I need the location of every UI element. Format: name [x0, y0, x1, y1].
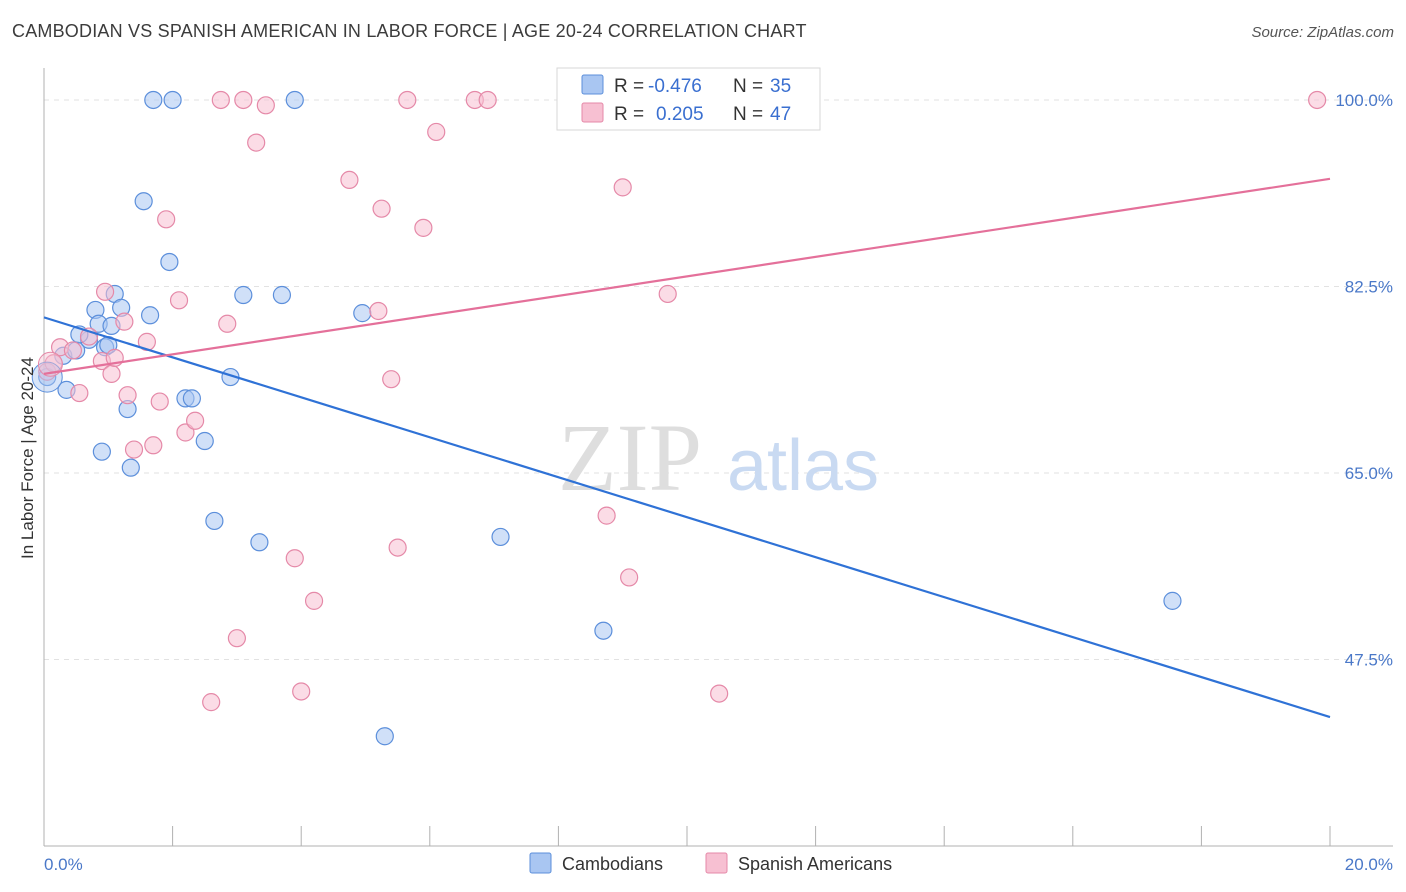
point-spanish-americans-21 [218, 314, 237, 333]
point-cambodians-32 [1163, 591, 1182, 610]
source-label: Source: ZipAtlas.com [1251, 24, 1394, 41]
point-spanish-americans-15 [157, 210, 176, 229]
point-spanish-americans-39 [597, 506, 616, 525]
point-spanish-americans-20 [211, 90, 230, 110]
point-cambodians-21 [195, 431, 214, 451]
point-spanish-americans-40 [613, 178, 632, 197]
trend-line-cambodians [43, 316, 1331, 719]
x-tick-label-0: 0.0% [44, 855, 83, 874]
watermark: ZIP atlas [558, 404, 879, 511]
legend-n-value-2: 47 [770, 104, 791, 125]
legend-r-label-1: R = [614, 76, 644, 97]
point-cambodians-25 [250, 533, 269, 552]
point-spanish-americans-23 [234, 90, 253, 110]
watermark-zip: ZIP [558, 404, 702, 511]
point-spanish-americans-45 [1308, 90, 1327, 110]
point-cambodians-22 [205, 511, 224, 531]
bottom-legend-label-cambodians: Cambodians [562, 854, 663, 874]
point-spanish-americans-14 [150, 392, 169, 411]
chart-title: CAMBODIAN VS SPANISH AMERICAN IN LABOR F… [12, 21, 807, 41]
point-cambodians-15 [140, 306, 160, 325]
point-spanish-americans-36 [427, 122, 446, 142]
point-cambodians-29 [491, 527, 510, 547]
point-spanish-americans-27 [292, 682, 311, 701]
point-spanish-americans-41 [620, 568, 639, 587]
legend-n-label-1: N = [733, 76, 763, 97]
y-tick-label-0: 100.0% [1335, 91, 1393, 110]
point-cambodians-20 [182, 389, 201, 408]
trend-layer [43, 177, 1331, 719]
watermark-atlas: atlas [727, 426, 879, 506]
point-spanish-americans-16 [169, 291, 189, 310]
point-spanish-americans-30 [369, 301, 388, 321]
point-spanish-americans-22 [227, 629, 246, 648]
point-cambodians-28 [353, 304, 372, 323]
point-spanish-americans-28 [304, 591, 324, 610]
point-spanish-americans-44 [710, 684, 729, 703]
point-spanish-americans-38 [478, 90, 497, 110]
point-cambodians-17 [163, 90, 182, 110]
point-spanish-americans-19 [202, 693, 221, 712]
legend-r-value-2: 0.205 [656, 104, 704, 125]
point-spanish-americans-7 [102, 364, 121, 383]
y-tick-label-1: 82.5% [1345, 277, 1393, 296]
x-tick-label-1: 20.0% [1345, 855, 1393, 874]
point-spanish-americans-10 [118, 386, 137, 405]
top-legend: R = -0.476 N = 35 R = 0.205 N = 47 [556, 67, 821, 131]
point-cambodians-18 [160, 252, 179, 272]
point-spanish-americans-9 [115, 312, 134, 331]
point-spanish-americans-29 [340, 170, 359, 190]
point-cambodians-16 [144, 90, 163, 110]
point-spanish-americans-32 [382, 370, 401, 389]
legend-r-value-1: -0.476 [648, 76, 702, 97]
y-tick-label-3: 47.5% [1345, 650, 1393, 669]
trend-line-spanish-americans [43, 177, 1331, 375]
legend-swatch-cambodians [581, 74, 604, 95]
bottom-legend-label-spanish-americans: Spanish Americans [738, 854, 892, 874]
point-spanish-americans-42 [658, 284, 677, 304]
point-spanish-americans-17 [176, 423, 195, 442]
point-spanish-americans-2 [63, 341, 83, 360]
bottom-legend: Cambodians Spanish Americans [529, 852, 892, 874]
point-spanish-americans-35 [414, 218, 433, 237]
point-spanish-americans-31 [372, 199, 391, 218]
legend-n-label-2: N = [733, 104, 763, 125]
points-layer [31, 90, 1327, 746]
cluster-point-spanish-americans [37, 351, 63, 377]
point-cambodians-14 [134, 192, 153, 211]
point-spanish-americans-25 [256, 96, 275, 115]
bottom-legend-swatch-spanish-americans [705, 852, 728, 874]
point-spanish-americans-11 [124, 440, 144, 459]
point-spanish-americans-26 [285, 549, 304, 568]
point-cambodians-24 [234, 285, 253, 305]
axis-layer: 100.0% 82.5% 65.0% 47.5% 0.0% 20.0% [43, 68, 1393, 874]
legend-r-label-2: R = [614, 104, 644, 125]
legend-n-value-1: 35 [770, 76, 791, 97]
y-tick-label-2: 65.0% [1345, 464, 1393, 483]
point-cambodians-13 [121, 458, 140, 477]
bottom-legend-swatch-cambodians [529, 852, 552, 874]
point-spanish-americans-3 [70, 383, 89, 403]
point-spanish-americans-18 [186, 411, 205, 430]
point-cambodians-26 [272, 285, 292, 305]
point-cambodians-30 [594, 621, 613, 640]
legend-swatch-spanish-americans [581, 102, 604, 123]
point-spanish-americans-24 [247, 133, 266, 152]
point-spanish-americans-13 [144, 436, 163, 455]
point-cambodians-27 [285, 90, 304, 110]
point-cambodians-31 [375, 727, 394, 746]
point-spanish-americans-6 [95, 282, 115, 301]
y-axis-label: In Labor Force | Age 20-24 [18, 357, 37, 559]
point-spanish-americans-34 [398, 90, 417, 110]
point-spanish-americans-33 [388, 538, 407, 557]
point-cambodians-11 [92, 442, 111, 461]
